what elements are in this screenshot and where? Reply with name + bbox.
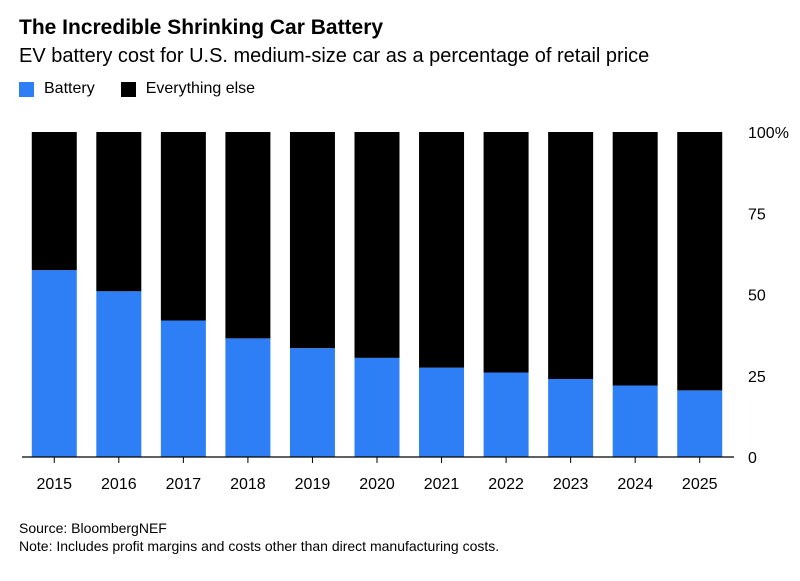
x-tick-label-2024: 2024 bbox=[617, 476, 653, 493]
legend-swatch-battery bbox=[19, 81, 34, 97]
bar-battery-2016 bbox=[96, 291, 142, 457]
footnote: Note: Includes profit margins and costs … bbox=[19, 538, 500, 554]
x-tick-label-2016: 2016 bbox=[101, 476, 137, 493]
x-tick-label-2023: 2023 bbox=[553, 476, 589, 493]
bar-battery-2020 bbox=[354, 357, 400, 457]
legend-swatch-everything-else bbox=[120, 81, 136, 97]
bar-everything-else-2023 bbox=[548, 132, 594, 379]
y-tick-label-100: 100% bbox=[748, 125, 789, 142]
bar-battery-2019 bbox=[289, 348, 335, 457]
y-tick-label-50: 50 bbox=[748, 288, 766, 305]
x-tick-label-2015: 2015 bbox=[36, 476, 72, 493]
bar-everything-else-2025 bbox=[677, 132, 723, 391]
x-tick-label-2022: 2022 bbox=[488, 476, 524, 493]
bar-everything-else-2019 bbox=[289, 132, 335, 349]
x-tick-label-2018: 2018 bbox=[230, 476, 266, 493]
x-tick-label-2025: 2025 bbox=[682, 476, 718, 493]
bar-battery-2025 bbox=[677, 390, 723, 457]
bar-everything-else-2017 bbox=[160, 132, 206, 321]
legend-item-battery: Battery bbox=[19, 80, 95, 98]
bar-battery-2017 bbox=[160, 320, 206, 457]
y-tick-label-0: 0 bbox=[748, 450, 757, 467]
source-note: Source: BloombergNEF bbox=[19, 520, 167, 536]
bar-battery-2023 bbox=[548, 379, 594, 457]
chart-title: The Incredible Shrinking Car Battery bbox=[19, 16, 384, 39]
bar-everything-else-2024 bbox=[612, 132, 658, 386]
bar-chart: 2015 2016 2017 2018 2019 2020 2021 2022 2023 2024… bbox=[22, 125, 789, 493]
chart-subtitle: EV battery cost for U.S. medium-size car… bbox=[19, 45, 650, 67]
bar-everything-else-2018 bbox=[225, 132, 271, 339]
chart-footer: Source: BloombergNEF Note: Includes prof… bbox=[19, 519, 499, 555]
bar-everything-else-2015 bbox=[31, 132, 77, 271]
bar-battery-2022 bbox=[483, 372, 529, 457]
bar-everything-else-2022 bbox=[483, 132, 529, 373]
x-tick-label-2019: 2019 bbox=[295, 476, 331, 493]
legend: Battery Everything else bbox=[19, 80, 281, 98]
bar-everything-else-2016 bbox=[96, 132, 142, 292]
x-tick-label-2020: 2020 bbox=[359, 476, 395, 493]
bar-battery-2018 bbox=[225, 338, 271, 457]
y-tick-label-75: 75 bbox=[748, 206, 766, 223]
legend-label-battery: Battery bbox=[44, 80, 95, 97]
bar-everything-else-2020 bbox=[354, 132, 400, 358]
legend-item-everything-else: Everything else bbox=[120, 80, 256, 98]
bar-battery-2024 bbox=[612, 385, 658, 457]
legend-label-everything-else: Everything else bbox=[145, 80, 256, 97]
x-tick-label-2017: 2017 bbox=[166, 476, 202, 493]
bar-battery-2021 bbox=[419, 367, 465, 457]
bar-battery-2015 bbox=[31, 270, 77, 457]
bar-everything-else-2021 bbox=[419, 132, 465, 368]
y-tick-label-25: 25 bbox=[748, 369, 766, 386]
x-tick-label-2021: 2021 bbox=[424, 476, 460, 493]
